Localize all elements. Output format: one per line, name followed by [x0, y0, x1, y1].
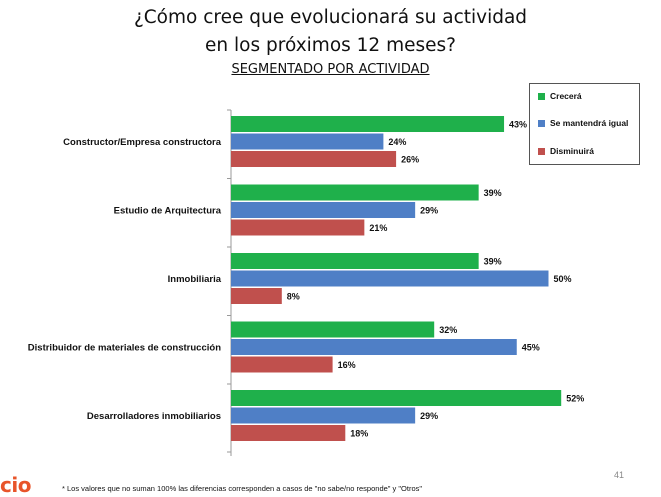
data-label: 16%: [338, 360, 356, 370]
bar: [231, 202, 416, 218]
data-label: 50%: [554, 274, 572, 284]
bar: [231, 356, 333, 373]
bar: [231, 407, 416, 424]
data-label: 43%: [509, 120, 527, 130]
legend-item-se-mantendra: Se mantendrá igual: [538, 118, 628, 128]
bar: [231, 133, 384, 150]
category-label: Desarrolladores inmobiliarios: [87, 411, 221, 422]
bar: [231, 253, 479, 269]
bar: [231, 288, 282, 304]
chart-legend: Crecerá Se mantendrá igual Disminuirá: [529, 83, 640, 165]
legend-swatch-crecera: [538, 93, 545, 100]
data-label: 18%: [350, 429, 368, 439]
bar: [231, 151, 397, 167]
chart-title-line-1: ¿Cómo cree que evolucionará su actividad: [133, 7, 528, 28]
page-number: 41: [614, 470, 625, 480]
category-label: Constructor/Empresa constructora: [63, 137, 222, 148]
data-label: 21%: [369, 223, 387, 233]
chart-title-line-2: en los próximos 12 meses?: [205, 35, 456, 56]
category-label: Inmobiliaria: [168, 274, 222, 285]
company-logo: cio: [0, 473, 31, 497]
bar: [231, 184, 479, 201]
bar: [231, 390, 562, 406]
chart-subtitle: SEGMENTADO POR ACTIVIDAD: [231, 62, 430, 77]
data-label: 32%: [439, 325, 457, 335]
bar: [231, 425, 346, 441]
legend-swatch-se-mantendra: [538, 120, 545, 127]
bar: [231, 116, 505, 132]
legend-label-se-mantendra: Se mantendrá igual: [550, 118, 629, 128]
legend-label-disminuira: Disminuirá: [550, 146, 594, 156]
bar: [231, 219, 365, 236]
bar: [231, 339, 517, 355]
data-label: 24%: [388, 137, 406, 147]
data-label: 39%: [484, 257, 502, 267]
data-label: 29%: [420, 411, 438, 421]
data-label: 39%: [484, 188, 502, 198]
data-label: 29%: [420, 206, 438, 216]
legend-item-crecera: Crecerá: [538, 91, 582, 101]
bar: [231, 321, 435, 338]
data-label: 26%: [401, 155, 419, 165]
data-label: 52%: [566, 394, 584, 404]
footnote: * Los valores que no suman 100% las dife…: [62, 484, 423, 493]
bar: [231, 270, 549, 287]
data-label: 8%: [287, 292, 300, 302]
data-label: 45%: [522, 343, 540, 353]
legend-label-crecera: Crecerá: [550, 91, 582, 101]
legend-swatch-disminuira: [538, 148, 545, 155]
legend-item-disminuira: Disminuirá: [538, 146, 594, 156]
category-label: Estudio de Arquitectura: [114, 206, 222, 217]
category-label: Distribuidor de materiales de construcci…: [28, 343, 221, 354]
